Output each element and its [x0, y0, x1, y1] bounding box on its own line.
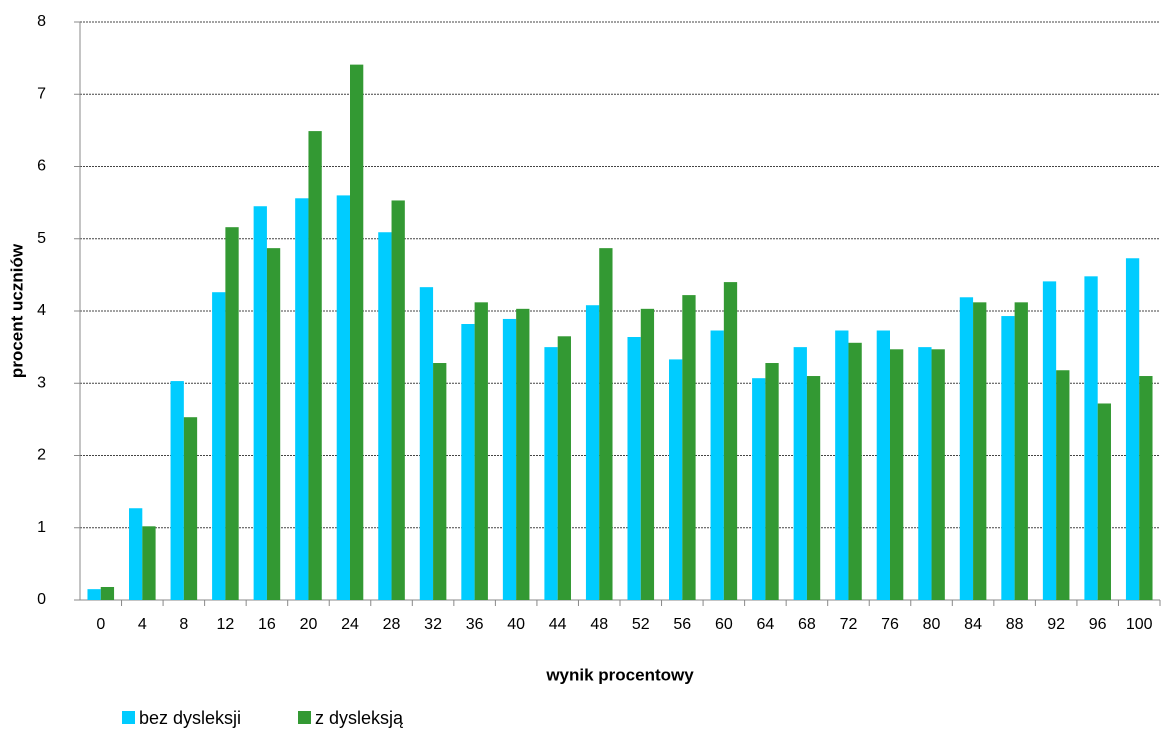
y-tick-label: 2 [37, 447, 46, 464]
y-tick-label: 5 [37, 230, 46, 247]
x-tick-label: 4 [138, 616, 147, 633]
x-tick-label: 40 [507, 616, 525, 633]
bar [253, 206, 267, 601]
y-tick-label: 0 [37, 591, 46, 608]
bar [336, 195, 350, 600]
legend-label: z dysleksją [315, 708, 404, 728]
bar [87, 589, 101, 600]
x-tick-label: 44 [549, 616, 567, 633]
bar [640, 308, 655, 600]
x-tick-label: 80 [923, 616, 941, 633]
bar [599, 248, 613, 600]
legend-swatch [122, 711, 135, 724]
bar [516, 308, 530, 600]
x-tick-label: 100 [1126, 616, 1153, 633]
bar [1042, 281, 1057, 600]
bar [461, 324, 475, 600]
x-axis-title: wynik procentowy [545, 665, 694, 684]
bar [918, 347, 932, 600]
bar [391, 200, 405, 600]
bar [1139, 376, 1153, 600]
x-tick-label: 32 [424, 616, 442, 633]
y-tick-label: 4 [37, 302, 46, 319]
x-tick-label: 8 [179, 616, 188, 633]
x-tick-label: 84 [964, 616, 982, 633]
bar [502, 318, 517, 600]
bar [765, 363, 779, 600]
x-tick-label: 56 [673, 616, 691, 633]
bar [129, 508, 143, 600]
x-tick-label: 20 [300, 616, 318, 633]
bar [557, 336, 571, 600]
y-tick-label: 8 [37, 13, 46, 30]
x-tick-label: 28 [383, 616, 401, 633]
bar [710, 330, 724, 600]
x-tick-label: 96 [1089, 616, 1107, 633]
bar [959, 297, 974, 600]
bar [1056, 370, 1070, 600]
x-tick-label: 16 [258, 616, 276, 633]
x-tick-label: 12 [216, 616, 234, 633]
x-tick-label: 24 [341, 616, 359, 633]
bar [682, 295, 696, 600]
bar [308, 131, 322, 600]
bar [752, 378, 766, 600]
y-axis-title: procent uczniów [7, 243, 26, 378]
bar [806, 376, 821, 600]
x-tick-label: 76 [881, 616, 899, 633]
bar [931, 349, 945, 600]
y-tick-label: 7 [37, 85, 46, 102]
x-tick-label: 36 [466, 616, 484, 633]
bar [793, 347, 807, 600]
bar [669, 359, 683, 600]
bar [100, 586, 115, 600]
bar [225, 227, 239, 600]
bar [1125, 258, 1140, 600]
bar [1014, 302, 1028, 600]
x-tick-label: 64 [756, 616, 774, 633]
bar [876, 330, 890, 600]
bar [419, 287, 434, 600]
bar [266, 248, 281, 600]
x-tick-label: 68 [798, 616, 816, 633]
legend-swatch [298, 711, 311, 724]
legend-label: bez dysleksji [139, 708, 241, 728]
bar [627, 337, 641, 600]
bar [1001, 316, 1015, 600]
y-tick-label: 1 [37, 519, 46, 536]
bar [142, 526, 156, 600]
x-tick-label: 48 [590, 616, 608, 633]
y-tick-label: 3 [37, 374, 46, 391]
x-tick-label: 60 [715, 616, 733, 633]
x-tick-label: 88 [1006, 616, 1024, 633]
bar [890, 349, 904, 600]
bar [212, 292, 226, 600]
bar [973, 302, 987, 600]
bar [1097, 403, 1111, 600]
bar [350, 64, 364, 600]
bar [295, 198, 309, 601]
bar [835, 330, 849, 600]
bar [170, 381, 184, 600]
x-tick-label: 52 [632, 616, 650, 633]
bar [474, 302, 488, 600]
x-tick-label: 92 [1047, 616, 1065, 633]
x-tick-label: 72 [840, 616, 858, 633]
bar [544, 347, 558, 600]
x-tick-label: 0 [96, 616, 105, 633]
bar [585, 305, 600, 600]
bar [1084, 276, 1098, 600]
bar [433, 363, 447, 600]
bar [723, 282, 738, 600]
bar [848, 342, 862, 600]
y-tick-label: 6 [37, 158, 46, 175]
bar [183, 417, 198, 600]
bar [378, 232, 392, 600]
